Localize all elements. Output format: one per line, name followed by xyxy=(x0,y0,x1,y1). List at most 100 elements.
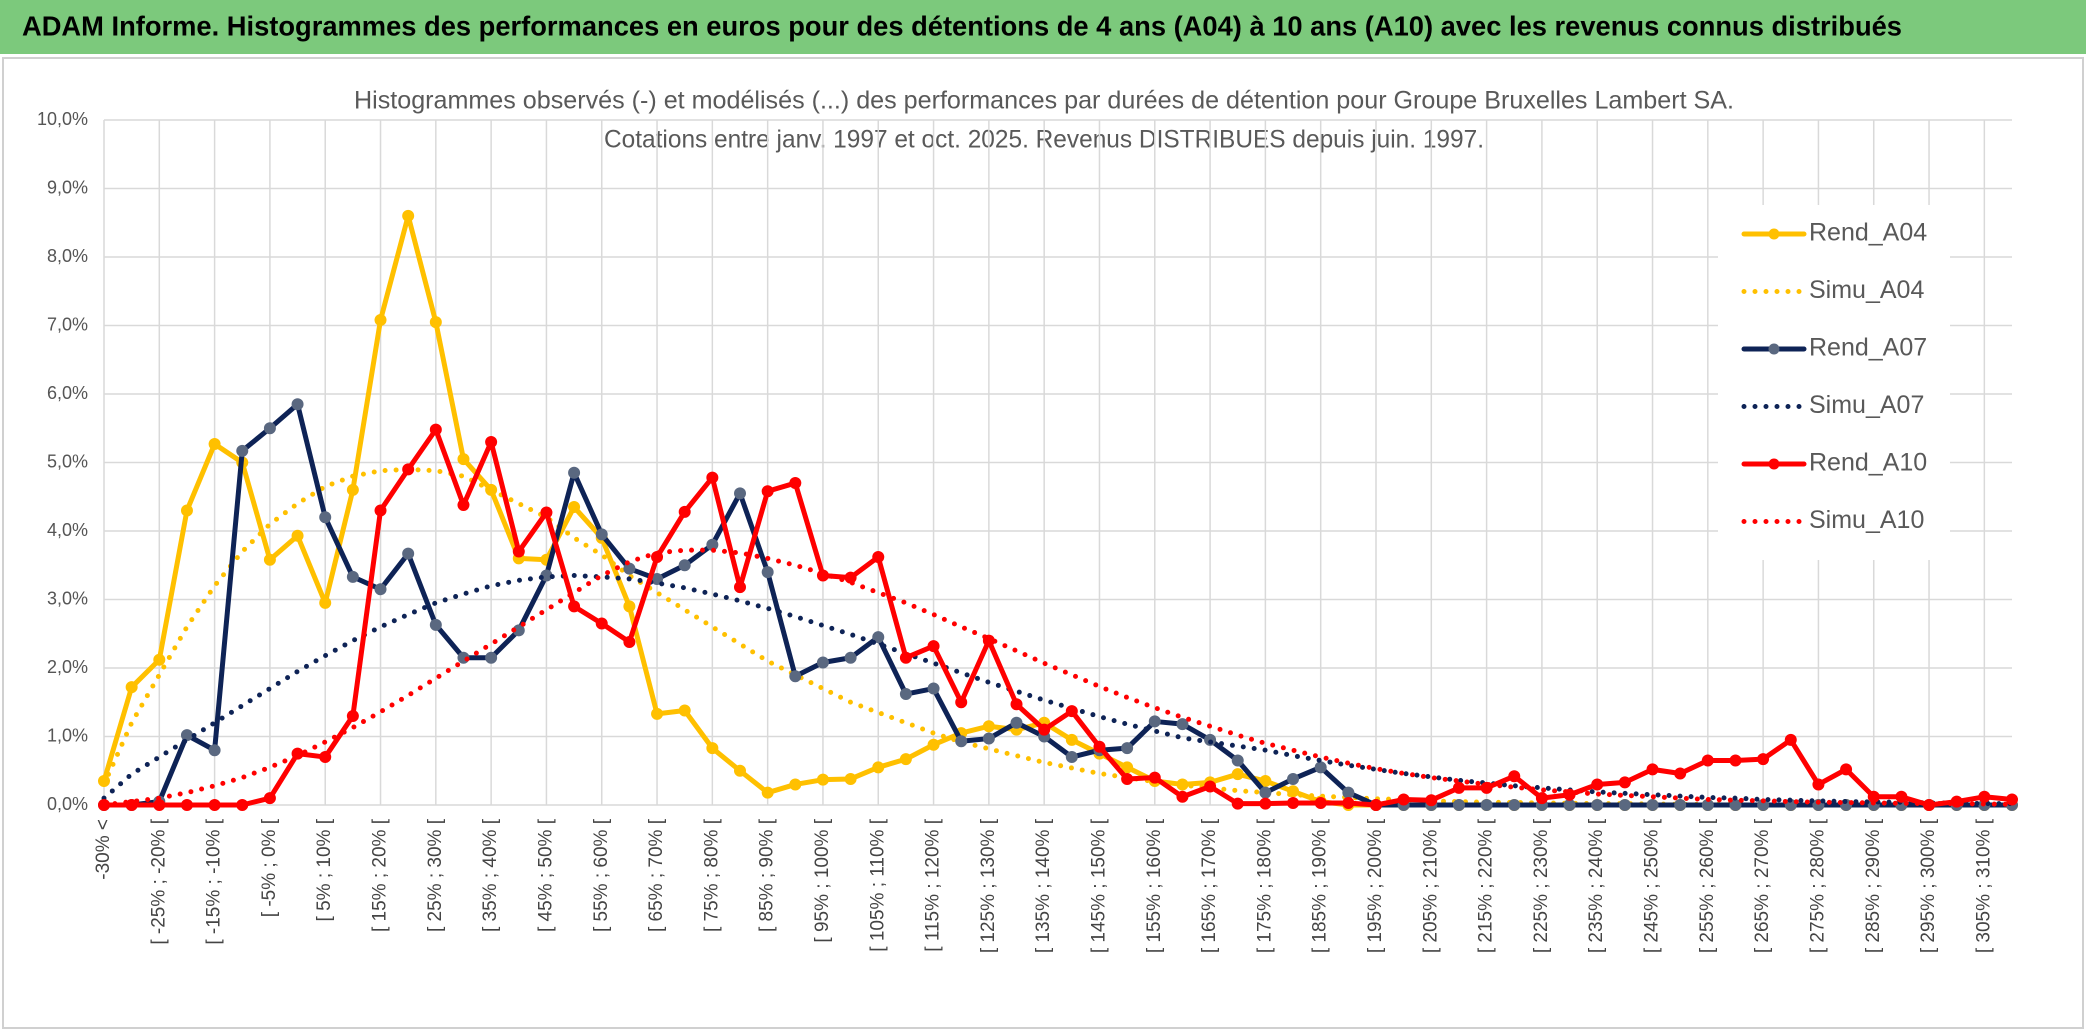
point xyxy=(927,738,940,751)
x-tick-label: -30% < xyxy=(93,819,114,880)
point xyxy=(955,735,968,748)
x-tick-label: [ 25% ; 30% [ xyxy=(425,818,446,932)
point xyxy=(1646,799,1659,811)
point xyxy=(568,600,581,613)
point xyxy=(125,681,138,694)
point xyxy=(706,742,719,755)
legend-label: Rend_A07 xyxy=(1809,334,1927,362)
x-tick-label: [ 85% ; 90% [ xyxy=(757,818,778,932)
point xyxy=(263,792,276,805)
point xyxy=(1591,778,1604,791)
point xyxy=(374,583,387,596)
point xyxy=(2006,793,2018,806)
y-tick-label: 7,0% xyxy=(47,314,88,334)
header-bar xyxy=(0,0,2086,54)
point xyxy=(402,463,415,476)
point xyxy=(1452,781,1465,794)
point xyxy=(485,435,498,448)
x-tick-label: [ 165% ; 170% [ xyxy=(1199,818,1220,953)
x-tick-label: [ 215% ; 220% [ xyxy=(1476,818,1497,953)
point xyxy=(429,618,442,631)
point xyxy=(1535,792,1548,805)
plot xyxy=(98,209,2018,811)
legend-marker xyxy=(1768,458,1780,470)
point xyxy=(540,506,553,519)
header-title: ADAM Informe. Histogrammes des performan… xyxy=(22,10,1902,41)
point xyxy=(927,640,940,653)
point xyxy=(1259,797,1272,810)
point xyxy=(789,477,802,490)
point xyxy=(319,751,332,764)
x-tick-label: [ 155% ; 160% [ xyxy=(1144,818,1165,953)
point xyxy=(734,487,746,500)
point xyxy=(1784,733,1797,746)
x-tick-label: [ 235% ; 240% [ xyxy=(1586,818,1607,953)
point xyxy=(1812,778,1825,791)
point xyxy=(1231,754,1244,767)
point xyxy=(1646,763,1659,776)
point xyxy=(1204,780,1217,793)
point xyxy=(844,772,857,785)
point xyxy=(761,566,774,579)
point xyxy=(982,720,995,733)
point xyxy=(1563,799,1576,811)
x-tick-label: [ 55% ; 60% [ xyxy=(591,818,612,932)
x-tick-label: [ 145% ; 150% [ xyxy=(1088,818,1109,953)
point xyxy=(402,209,415,222)
point xyxy=(623,600,636,613)
point xyxy=(761,786,774,799)
point xyxy=(125,799,138,811)
point xyxy=(623,562,636,575)
legend-marker xyxy=(1768,228,1780,240)
point xyxy=(1674,767,1687,780)
legend-box xyxy=(1718,205,1950,560)
point xyxy=(982,732,995,745)
point xyxy=(1148,771,1161,784)
x-tick-label: [ 75% ; 80% [ xyxy=(701,818,722,932)
legend-label: Rend_A10 xyxy=(1809,449,1927,477)
point xyxy=(1231,797,1244,810)
legend-label: Simu_A10 xyxy=(1809,506,1924,534)
x-tick-label: [ 185% ; 190% [ xyxy=(1310,818,1331,953)
point xyxy=(429,316,442,329)
point xyxy=(623,635,636,648)
point xyxy=(1757,753,1770,766)
point xyxy=(1452,799,1465,811)
y-tick-label: 9,0% xyxy=(47,177,88,197)
point xyxy=(374,314,387,327)
point xyxy=(291,529,304,542)
y-tick-label: 1,0% xyxy=(47,725,88,745)
point xyxy=(236,799,249,811)
point xyxy=(678,559,691,572)
point xyxy=(153,653,166,666)
y-tick-label: 2,0% xyxy=(47,657,88,677)
point xyxy=(595,617,608,630)
point xyxy=(706,471,719,484)
point xyxy=(1314,761,1327,774)
point xyxy=(1701,754,1714,767)
chart-title: Histogrammes observés (-) et modélisés (… xyxy=(354,87,1734,115)
point xyxy=(1121,761,1134,774)
x-tick-label: [ 245% ; 250% [ xyxy=(1642,818,1663,953)
point xyxy=(180,799,193,811)
x-tick-label: [ 135% ; 140% [ xyxy=(1033,818,1054,953)
observed-line xyxy=(101,401,2015,808)
point xyxy=(927,682,940,695)
point xyxy=(734,581,746,594)
x-tick-label: [ 275% ; 280% [ xyxy=(1807,818,1828,953)
x-tick-label: [ 95% ; 100% [ xyxy=(812,818,833,942)
point xyxy=(208,744,221,757)
point xyxy=(208,799,221,811)
x-tick-label: [ -5% ; 0% [ xyxy=(259,818,280,917)
point xyxy=(1674,799,1687,811)
legend-label: Simu_A07 xyxy=(1809,391,1924,419)
point xyxy=(872,761,885,774)
point xyxy=(1618,776,1631,789)
point xyxy=(1010,698,1023,711)
x-tick-label: [ 15% ; 20% [ xyxy=(370,818,391,932)
x-tick-label: [ 295% ; 300% [ xyxy=(1918,818,1939,953)
point xyxy=(1065,705,1078,718)
point xyxy=(1425,794,1438,807)
point xyxy=(346,709,359,722)
point xyxy=(816,656,829,669)
